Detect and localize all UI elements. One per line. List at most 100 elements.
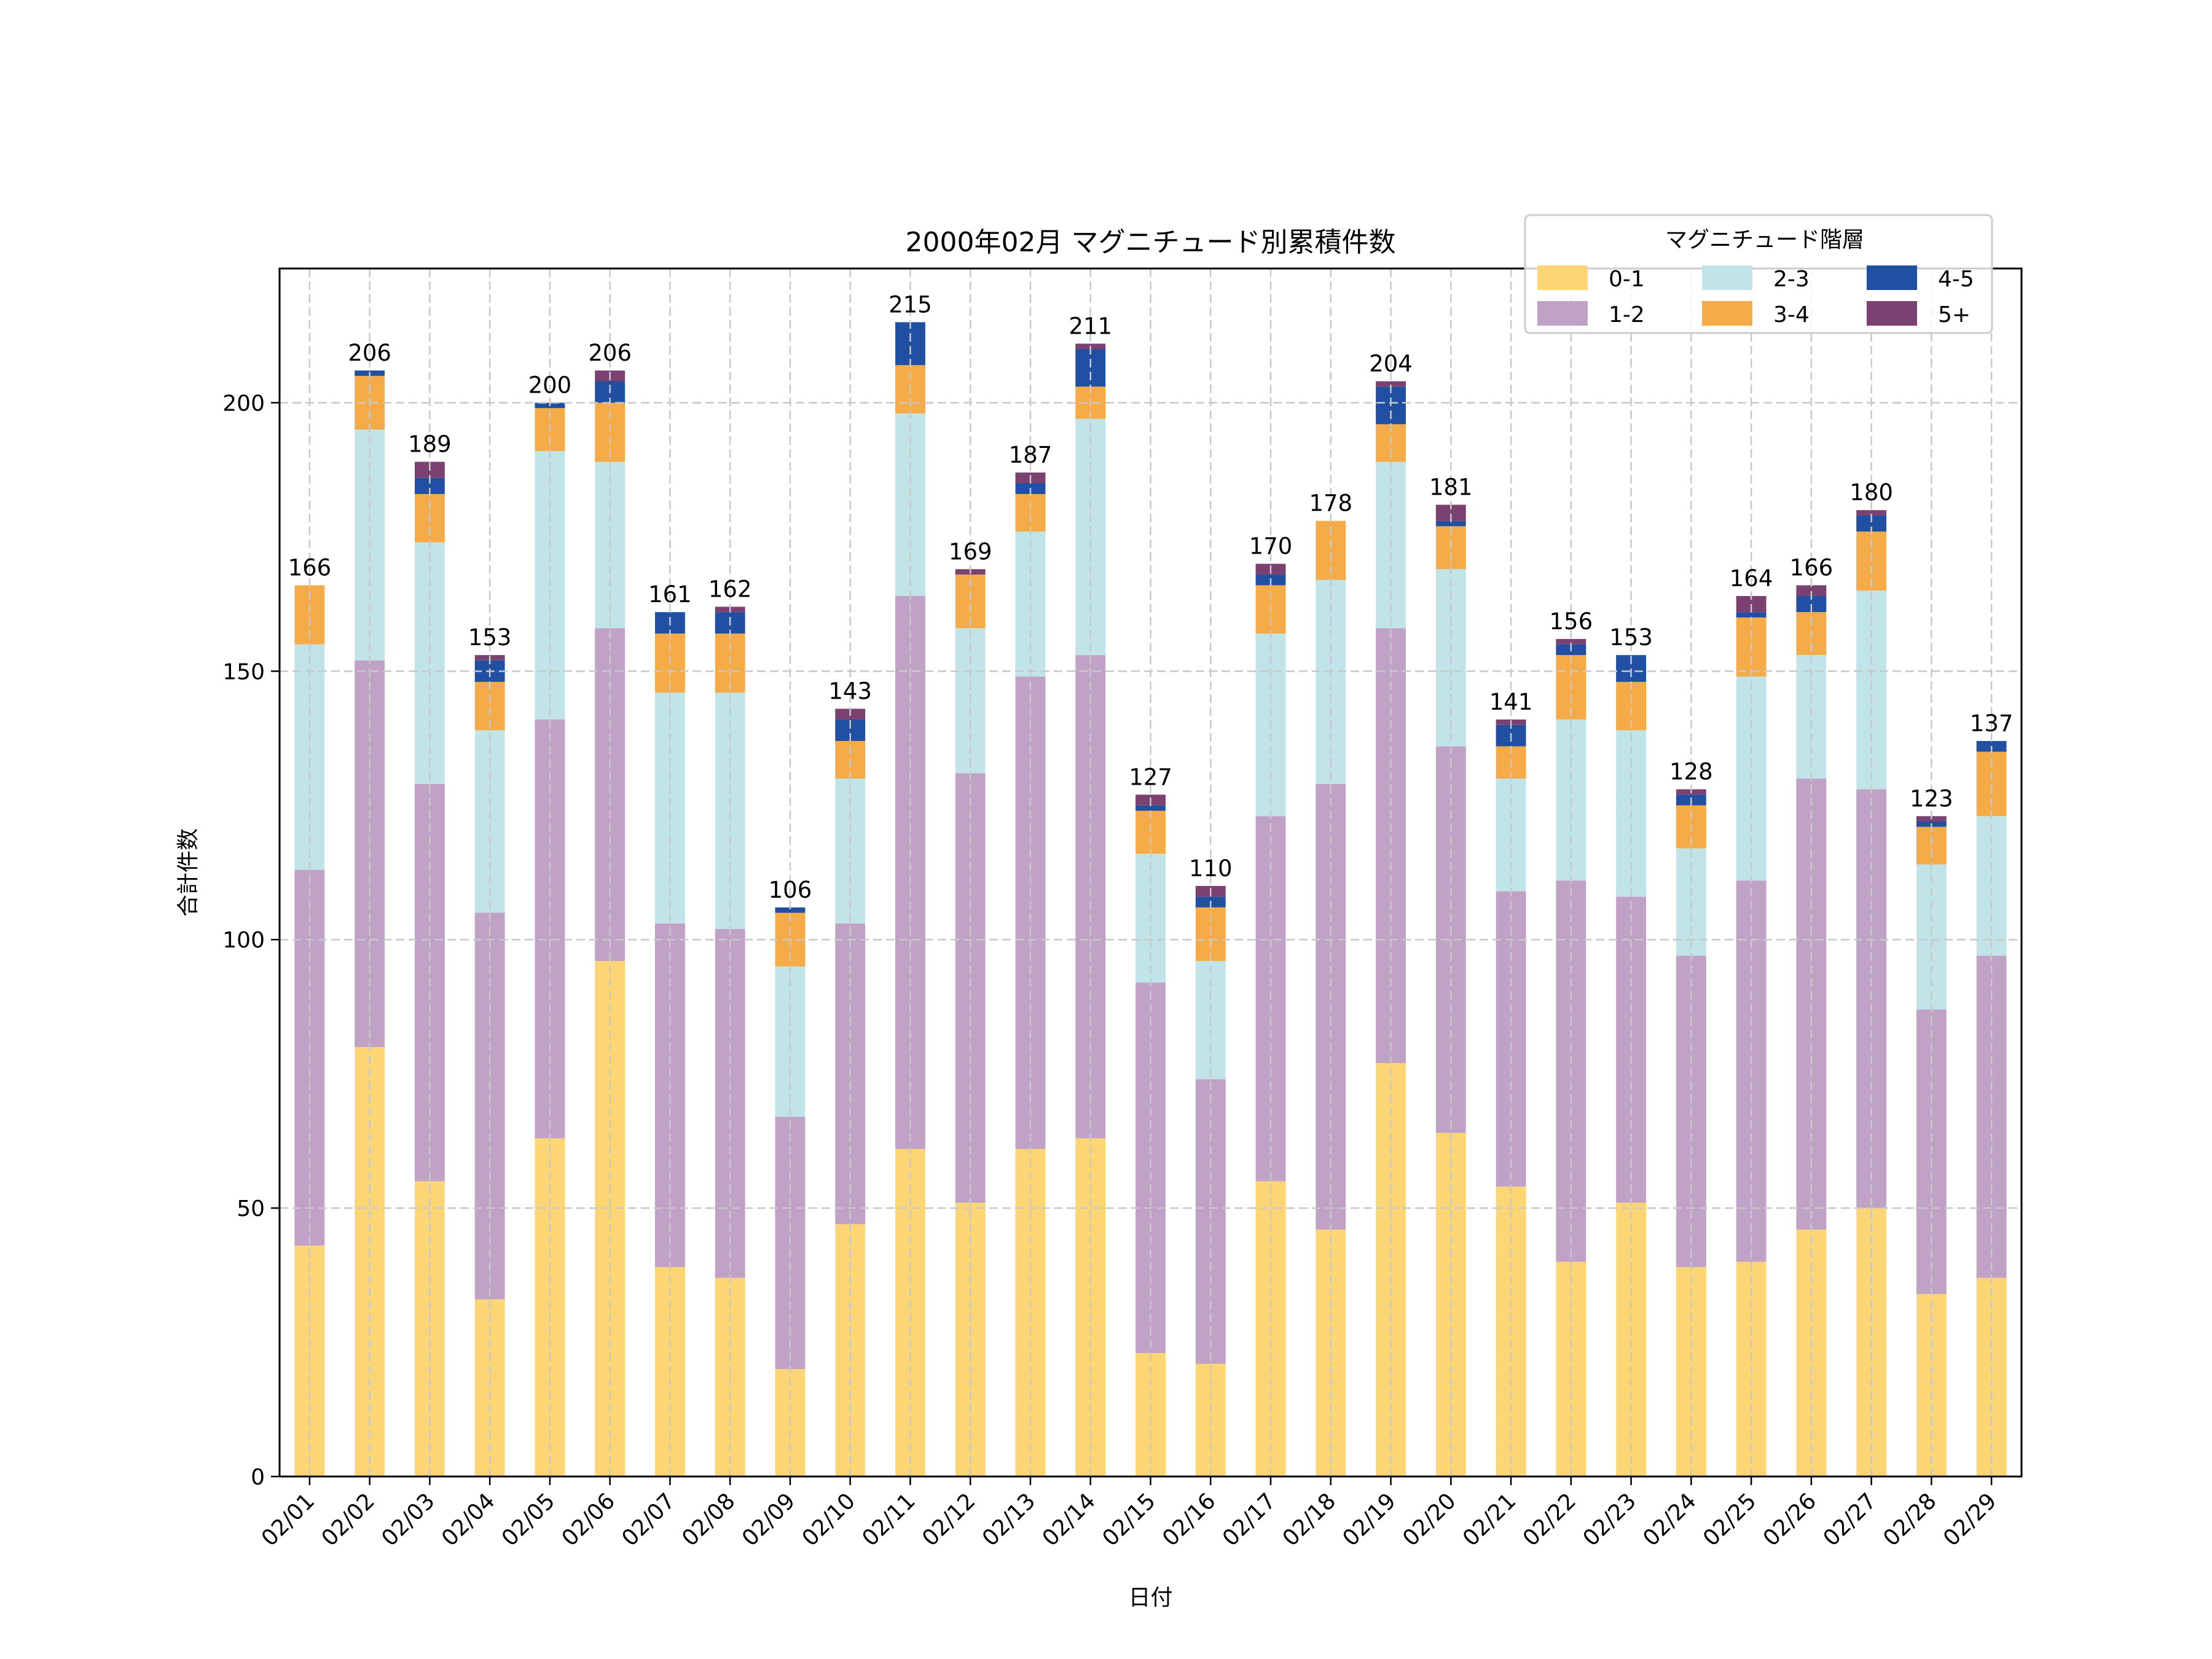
bar-total-label: 156 xyxy=(1549,608,1593,635)
legend: マグニチュード階層 0-1 1-2 2-3 3-4 4-5 5+ xyxy=(1524,214,1993,334)
y-axis-label: 合計件数 xyxy=(176,828,201,917)
x-tick-label: 02/22 xyxy=(1518,1488,1581,1551)
grid xyxy=(280,269,2022,1478)
bar-segment-4-5 xyxy=(775,907,806,913)
bar-total-label: 178 xyxy=(1309,490,1352,517)
x-tick-label: 02/04 xyxy=(437,1488,500,1551)
legend-swatch xyxy=(1702,265,1752,290)
bar-segment-5plus xyxy=(1556,638,1586,645)
bar-segment-3-4 xyxy=(1916,826,1947,865)
x-tick-label: 02/27 xyxy=(1819,1488,1881,1551)
x-tick-label: 02/07 xyxy=(617,1488,680,1551)
bar-total-label: 153 xyxy=(468,624,512,651)
bar-segment-4-5 xyxy=(1135,805,1166,811)
bar-total-label: 141 xyxy=(1489,689,1533,715)
bar-segment-1-2 xyxy=(715,928,745,1278)
bar-segment-2-3 xyxy=(775,966,806,1117)
x-axis: 02/0102/0202/0302/0402/0502/0602/0702/08… xyxy=(257,1477,2001,1551)
bar-total-label: 164 xyxy=(1730,565,1773,592)
legend-title: マグニチュード階層 xyxy=(1665,227,1864,253)
x-tick-label: 02/17 xyxy=(1218,1488,1281,1551)
bar-total-label: 189 xyxy=(408,431,452,458)
legend-label: 3-4 xyxy=(1773,302,1810,327)
x-tick-label: 02/02 xyxy=(317,1488,380,1551)
bar-segment-2-3 xyxy=(474,730,505,913)
x-tick-label: 02/29 xyxy=(1939,1488,2001,1551)
bar-segment-1-2 xyxy=(474,912,505,1300)
bar-total-label: 127 xyxy=(1129,764,1172,790)
x-tick-label: 02/23 xyxy=(1579,1488,1641,1551)
y-tick-label: 150 xyxy=(222,659,265,684)
bar-segment-5plus xyxy=(1376,381,1406,387)
bar-total-label: 106 xyxy=(769,877,812,903)
bar-segment-0-1 xyxy=(835,1224,866,1477)
bar-total-label: 166 xyxy=(288,555,332,581)
legend-swatch xyxy=(1867,301,1917,326)
bar-segment-2-3 xyxy=(294,644,325,870)
x-tick-label: 02/25 xyxy=(1698,1488,1761,1551)
bar-total-label: 170 xyxy=(1249,533,1293,560)
bar-total-label: 128 xyxy=(1669,759,1713,785)
bar-total-label: 166 xyxy=(1790,555,1834,581)
x-tick-label: 02/15 xyxy=(1098,1488,1161,1551)
legend-swatch xyxy=(1537,265,1588,290)
x-tick-label: 02/11 xyxy=(857,1488,920,1551)
y-axis: 0 50 100 150 200 xyxy=(222,391,280,1490)
x-tick-label: 02/18 xyxy=(1278,1488,1341,1551)
bar-total-label: 123 xyxy=(1910,785,1953,812)
x-tick-label: 02/13 xyxy=(978,1488,1040,1551)
x-tick-label: 02/20 xyxy=(1398,1488,1461,1551)
bar-total-label: 162 xyxy=(708,576,752,602)
y-tick-label: 200 xyxy=(222,391,265,416)
x-tick-label: 02/10 xyxy=(798,1488,860,1551)
bar-segment-3-4 xyxy=(1015,493,1046,532)
x-tick-label: 02/14 xyxy=(1038,1488,1100,1551)
bar-total-label: 206 xyxy=(348,340,391,366)
bar-total-label: 180 xyxy=(1849,479,1893,506)
x-tick-label: 02/09 xyxy=(737,1488,800,1551)
x-tick-label: 02/21 xyxy=(1458,1488,1521,1551)
x-tick-label: 02/19 xyxy=(1338,1488,1401,1551)
x-tick-label: 02/12 xyxy=(917,1488,980,1551)
legend-label: 4-5 xyxy=(1938,267,1974,292)
chart-title: 2000年02月 マグニチュード別累積件数 xyxy=(906,227,1396,258)
x-tick-label: 02/24 xyxy=(1638,1488,1701,1551)
legend-swatch xyxy=(1537,301,1588,326)
bar-segment-1-2 xyxy=(895,596,925,1149)
bar-segment-4-5 xyxy=(1435,520,1466,527)
x-tick-label: 02/16 xyxy=(1158,1488,1220,1551)
legend-swatch xyxy=(1867,265,1917,290)
legend-items: 0-1 1-2 2-3 3-4 4-5 5+ xyxy=(1537,265,1974,327)
y-tick-label: 100 xyxy=(222,928,265,953)
x-tick-label: 02/26 xyxy=(1759,1488,1821,1551)
bar-total-label: 204 xyxy=(1369,350,1413,377)
legend-swatch xyxy=(1702,301,1752,326)
bar-segment-4-5 xyxy=(1075,349,1106,387)
bar-segment-4-5 xyxy=(1736,612,1767,618)
bar-total-label: 187 xyxy=(1009,442,1053,468)
bar-total-label: 211 xyxy=(1069,313,1112,339)
bar-segment-4-5 xyxy=(895,322,925,366)
bar-total-label: 206 xyxy=(588,340,632,366)
data-labels: 166 206 189 153 200 206 161 162 106 143 215 169 187 2… xyxy=(288,291,2014,903)
bar-segment-5plus xyxy=(1796,585,1827,597)
legend-label: 1-2 xyxy=(1609,302,1645,327)
x-tick-label: 02/01 xyxy=(257,1488,320,1551)
bar-segment-2-3 xyxy=(1496,779,1526,892)
x-tick-label: 02/28 xyxy=(1878,1488,1941,1551)
y-tick-label: 50 xyxy=(237,1196,265,1222)
bar-total-label: 200 xyxy=(528,372,572,398)
x-tick-label: 02/03 xyxy=(377,1488,439,1551)
x-tick-label: 02/06 xyxy=(557,1488,620,1551)
bar-total-label: 161 xyxy=(648,581,692,608)
legend-label: 2-3 xyxy=(1773,267,1810,292)
bar-segment-5plus xyxy=(1856,510,1887,516)
bar-total-label: 215 xyxy=(888,291,932,318)
x-axis-label: 日付 xyxy=(1128,1585,1172,1610)
x-tick-label: 02/05 xyxy=(497,1488,560,1551)
bar-total-label: 169 xyxy=(949,538,992,565)
bar-total-label: 143 xyxy=(828,678,872,704)
legend-label: 5+ xyxy=(1938,302,1971,327)
bar-total-label: 153 xyxy=(1609,624,1653,651)
